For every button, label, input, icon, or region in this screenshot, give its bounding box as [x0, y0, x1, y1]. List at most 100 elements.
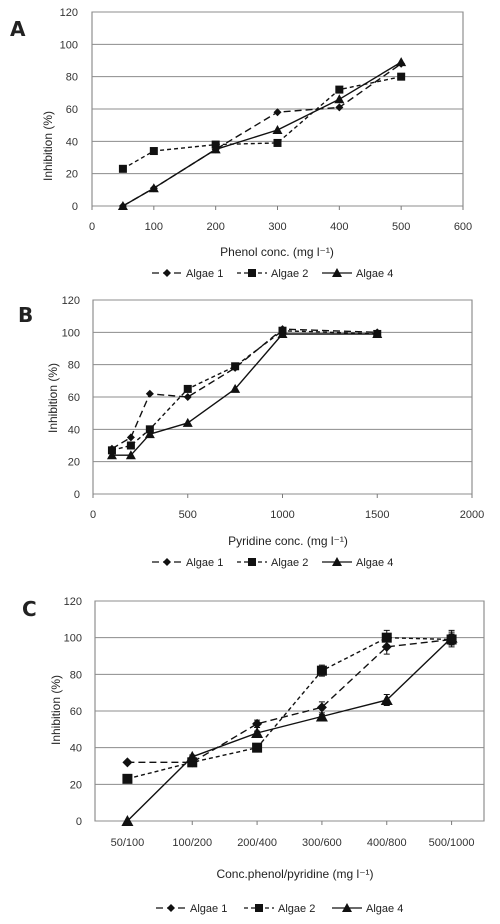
data-point-algae-4-a [396, 57, 407, 67]
data-point-algae-4-a [334, 94, 345, 104]
legend-label-algae-1-c: Algae 1 [190, 903, 227, 915]
legend-label-algae-4-a: Algae 4 [356, 268, 393, 280]
chart-panel-b: B Inhibition (%) Pyridine conc. (mg l⁻¹)… [18, 295, 485, 569]
data-point-algae-4-a [210, 144, 221, 154]
data-point-algae-1-b [126, 433, 135, 442]
y-tick-label-a: 40 [66, 136, 78, 148]
legend-marker-algae-4-a [332, 268, 342, 277]
data-point-algae-2-c [381, 632, 392, 643]
x-tick-label-c: 50/100 [111, 837, 145, 849]
legend-label-algae-1-b: Algae 1 [186, 557, 223, 569]
data-point-algae-4-c [186, 750, 199, 762]
data-point-algae-2-a [149, 147, 158, 156]
data-point-algae-2-a [118, 164, 127, 173]
y-tick-label-b: 100 [62, 327, 80, 339]
y-tick-label-b: 120 [62, 295, 80, 307]
series-line-algae-4-c [126, 637, 453, 822]
legend-label-algae-1-a: Algae 1 [186, 268, 223, 280]
data-point-algae-1-b [145, 389, 154, 398]
y-tick-label-a: 60 [66, 104, 78, 116]
x-tick-label-a: 100 [145, 221, 163, 233]
chart-panel-a: A Inhibition (%) Phenol conc. (mg l⁻¹) A… [10, 7, 473, 280]
legend-marker-algae-2-a [248, 269, 256, 277]
x-tick-label-b: 0 [90, 509, 96, 521]
series-algae-2-a [118, 72, 406, 173]
y-tick-label-b: 60 [68, 392, 80, 404]
data-point-algae-4-c [445, 631, 458, 643]
data-point-algae-2-a [397, 72, 406, 81]
y-tick-label-c: 40 [70, 743, 82, 755]
data-point-algae-2-b [126, 441, 135, 450]
legend-label-algae-2-b: Algae 2 [271, 557, 308, 569]
y-tick-label-c: 0 [76, 816, 82, 828]
data-point-algae-4-b [182, 417, 193, 427]
data-point-algae-1-c [252, 718, 263, 729]
panel-letter-c: C [22, 597, 37, 621]
plot-area-b: 0 20 40 60 80 100 120 0 500 1000 1500 2000 [62, 295, 485, 521]
y-tick-label-b: 0 [74, 489, 80, 501]
series-line-algae-2-c [127, 637, 452, 780]
legend-label-algae-2-a: Algae 2 [271, 268, 308, 280]
x-tick-label-a: 400 [330, 221, 348, 233]
data-point-algae-1-c [316, 702, 327, 713]
panel-letter-a: A [10, 17, 26, 41]
series-algae-4-a [117, 57, 407, 210]
legend-label-algae-4-c: Algae 4 [366, 903, 403, 915]
y-axis-title-a: Inhibition (%) [41, 111, 55, 181]
data-point-algae-2-c [252, 742, 263, 753]
x-axis-title-b: Pyridine conc. (mg l⁻¹) [228, 534, 348, 548]
y-tick-label-b: 80 [68, 360, 80, 372]
data-point-algae-4-c [315, 710, 328, 722]
x-tick-label-b: 2000 [460, 509, 484, 521]
data-point-algae-2-a [273, 138, 282, 147]
y-tick-label-a: 100 [60, 39, 78, 51]
data-point-algae-4-c [121, 815, 134, 826]
x-tick-label-c: 500/1000 [429, 837, 475, 849]
data-point-algae-2-c [122, 773, 133, 784]
x-tick-label-a: 600 [454, 221, 472, 233]
data-point-algae-4-b [372, 328, 383, 338]
x-tick-label-c: 200/400 [237, 837, 277, 849]
x-tick-label-b: 1500 [365, 509, 389, 521]
plot-area-a: 0 20 40 60 80 100 120 0 100 200 300 400 500 600 [60, 7, 473, 233]
y-tick-label-c: 100 [64, 633, 82, 645]
x-tick-label-c: 100/200 [172, 837, 212, 849]
legend-b: Algae 1 Algae 2 Algae 4 [152, 557, 393, 569]
data-point-algae-4-c [251, 727, 264, 738]
y-tick-label-b: 20 [68, 457, 80, 469]
x-tick-label-b: 1000 [270, 509, 294, 521]
y-tick-label-c: 60 [70, 706, 82, 718]
x-tick-label-a: 300 [268, 221, 286, 233]
x-tick-label-a: 200 [206, 221, 224, 233]
y-tick-label-a: 0 [72, 201, 78, 213]
data-point-algae-4-b [125, 450, 136, 460]
x-tick-label-c: 300/600 [302, 837, 342, 849]
data-point-algae-2-c [316, 665, 327, 676]
data-point-algae-2-b [183, 384, 192, 393]
x-axis-title-a: Phenol conc. (mg l⁻¹) [220, 245, 334, 259]
data-point-algae-4-a [272, 125, 283, 135]
y-tick-label-a: 20 [66, 169, 78, 181]
data-point-algae-4-b [106, 450, 117, 460]
legend-marker-algae-4-c [342, 903, 352, 912]
y-axis-title-c: Inhibition (%) [49, 675, 63, 745]
legend-marker-algae-1-a [163, 269, 171, 277]
data-point-algae-4-b [144, 429, 155, 439]
series-line-algae-2-a [122, 76, 402, 170]
data-point-algae-1-c [122, 757, 133, 768]
y-tick-label-c: 120 [64, 596, 82, 608]
x-tick-label-a: 500 [392, 221, 410, 233]
data-point-algae-1-b [183, 393, 192, 401]
series-algae-4-c [121, 629, 458, 826]
legend-marker-algae-2-b [248, 558, 256, 566]
y-axis-title-b: Inhibition (%) [46, 363, 60, 433]
legend-c: Algae 1 Algae 2 Algae 4 [156, 903, 403, 915]
legend-a: Algae 1 Algae 2 Algae 4 [152, 268, 393, 280]
data-point-algae-4-c [380, 694, 393, 705]
y-tick-label-a: 120 [60, 7, 78, 19]
data-point-algae-2-c [187, 757, 198, 768]
series-algae-2-c [122, 629, 457, 784]
data-point-algae-2-b [231, 362, 240, 371]
data-point-algae-1-c [381, 641, 392, 652]
